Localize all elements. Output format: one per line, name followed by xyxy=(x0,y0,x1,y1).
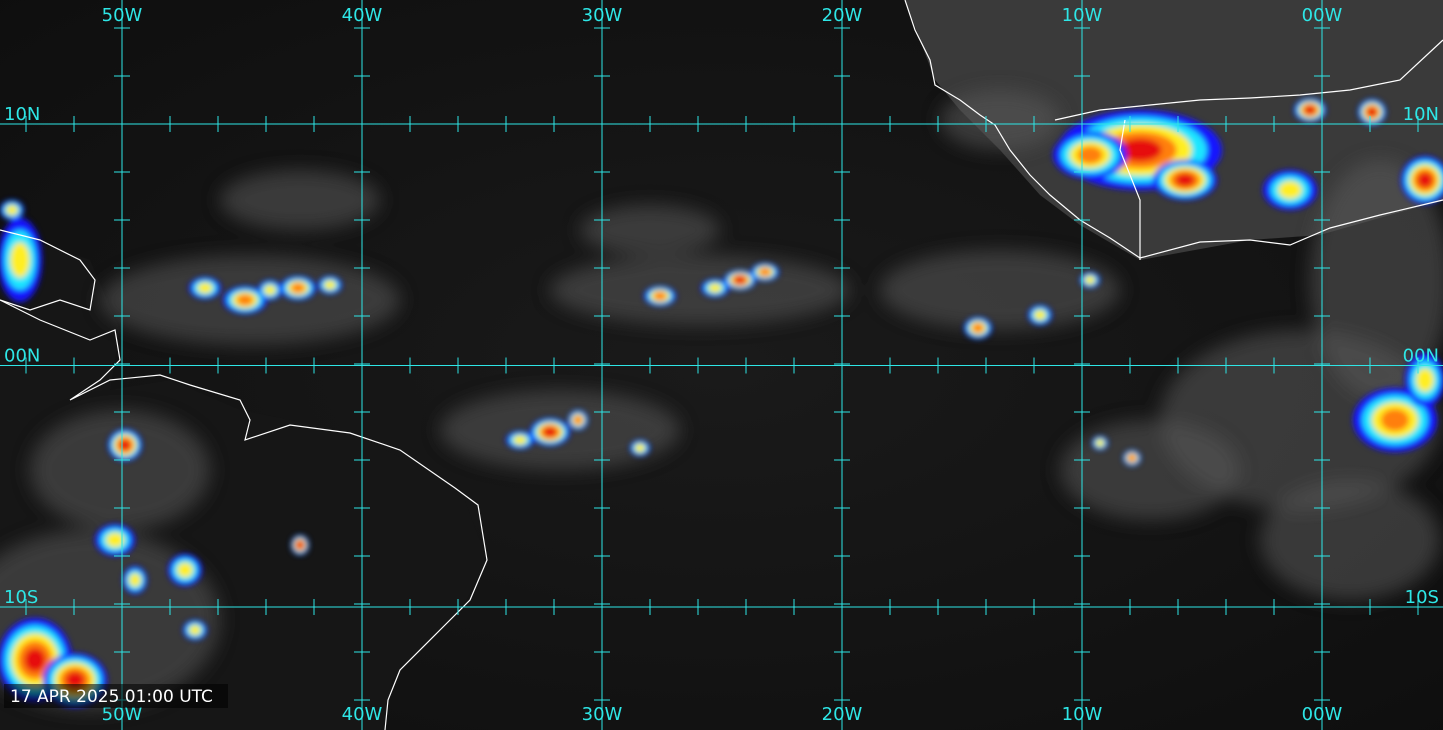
convective-cell xyxy=(634,443,646,453)
cloud xyxy=(580,205,720,255)
convective-cell xyxy=(543,427,557,437)
cloud xyxy=(1060,420,1240,520)
longitude-label-bottom: 50W xyxy=(102,704,143,725)
convective-cell xyxy=(296,541,304,549)
timestamp: 17 APR 2025 01:00 UTC xyxy=(10,687,213,707)
convective-cell xyxy=(264,284,276,296)
cloud xyxy=(220,170,380,230)
convective-cell xyxy=(119,439,131,451)
convective-cell xyxy=(197,282,213,294)
africa-coast xyxy=(904,0,1443,259)
convective-cell xyxy=(6,204,18,216)
convective-cell xyxy=(1278,180,1302,200)
convective-cell xyxy=(105,532,125,548)
graticule-labels: 50W 50W 40W 40W 30W 30W 20W 20W 10W 10W 00W 00W 10N 1… xyxy=(4,5,1439,725)
longitude-label-top: 30W xyxy=(582,5,623,26)
convective-cell xyxy=(1380,408,1410,432)
longitude-label-bottom: 10W xyxy=(1062,704,1103,725)
convective-cell xyxy=(236,294,254,306)
convective-cell xyxy=(24,648,46,672)
latitude-label-right: 00N xyxy=(1403,346,1439,367)
latitude-label-left: 10N xyxy=(4,104,40,125)
convective-cell xyxy=(972,323,984,333)
longitude-label-bottom: 40W xyxy=(342,704,383,725)
latitude-label-left: 10S xyxy=(4,587,38,608)
cloud xyxy=(550,255,850,325)
convective-cell xyxy=(1415,368,1435,392)
latitude-label-right: 10N xyxy=(1403,104,1439,125)
convective-cell xyxy=(653,291,667,301)
latitude-label-right: 10S xyxy=(1405,587,1439,608)
convective-cell xyxy=(177,562,193,578)
convective-cell xyxy=(1127,454,1137,462)
longitude-label-top: 40W xyxy=(342,5,383,26)
convective-cell xyxy=(1118,138,1162,162)
cloud-cover xyxy=(0,90,1443,710)
longitude-label-top: 10W xyxy=(1062,5,1103,26)
cloud xyxy=(940,90,1060,150)
convective-cell xyxy=(708,283,722,293)
longitude-label-top: 50W xyxy=(102,5,143,26)
timestamp-backdrop xyxy=(4,684,228,708)
convective-cell xyxy=(10,242,30,278)
africa-borders xyxy=(1054,39,1443,121)
convective-cell xyxy=(759,267,771,277)
convective-cell xyxy=(1034,309,1046,321)
longitude-label-top: 20W xyxy=(822,5,863,26)
convective-cell xyxy=(1304,105,1316,115)
cloud xyxy=(30,410,210,530)
africa-borders-inner xyxy=(1119,119,1141,260)
convective-cell xyxy=(513,435,527,445)
convective-cell xyxy=(189,624,201,636)
convective-cell xyxy=(1417,172,1433,188)
cloud xyxy=(1260,480,1440,600)
convective-cell xyxy=(573,415,583,425)
brazil-coast xyxy=(0,299,488,730)
guianas-border xyxy=(0,229,96,311)
convective-cell xyxy=(1095,439,1105,447)
longitude-label-bottom: 20W xyxy=(822,704,863,725)
convective-cell xyxy=(129,573,141,587)
latitude-label-left: 00N xyxy=(4,346,40,367)
convective-cell xyxy=(734,276,746,284)
convective-cell xyxy=(291,282,305,294)
convective-cell xyxy=(324,280,336,290)
convective-cell xyxy=(1175,173,1195,187)
longitude-label-bottom: 00W xyxy=(1302,704,1343,725)
convective-cell xyxy=(1077,146,1103,164)
convective-cell xyxy=(1084,275,1096,285)
longitude-label-top: 00W xyxy=(1302,5,1343,26)
cloud xyxy=(880,250,1120,330)
cloud xyxy=(1310,160,1443,400)
longitude-label-bottom: 30W xyxy=(582,704,623,725)
convective-cell xyxy=(1367,107,1377,117)
